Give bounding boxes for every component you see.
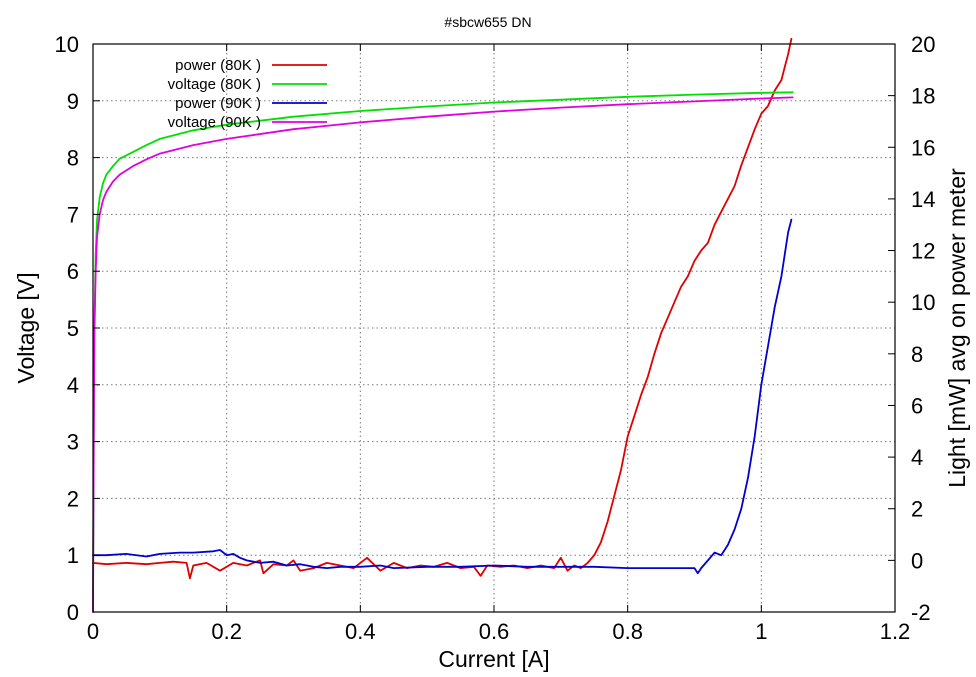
- legend-label: power (80K ): [175, 57, 261, 74]
- legend-label: voltage (80K ): [168, 76, 261, 93]
- y2-tick-label: 10: [911, 290, 935, 315]
- x-tick-label: 1.2: [880, 619, 911, 644]
- y-tick-label: 5: [67, 316, 79, 341]
- y2-tick-label: 8: [911, 342, 923, 367]
- y-tick-label: 9: [67, 89, 79, 114]
- series-line-3: [92, 96, 794, 613]
- x-tick-label: 0.4: [345, 619, 376, 644]
- legend-label: power (90K ): [175, 95, 261, 112]
- y-tick-label: 8: [67, 146, 79, 171]
- y2-tick-label: 16: [911, 135, 935, 160]
- y2-tick-label: 6: [911, 393, 923, 418]
- y-tick-label: 4: [67, 373, 79, 398]
- x-tick-label: 0.8: [612, 619, 643, 644]
- y-tick-label: 10: [55, 32, 79, 57]
- y2-tick-label: 2: [911, 497, 923, 522]
- x-axis-label: Current [A]: [438, 646, 549, 672]
- y2-tick-label: -2: [911, 600, 931, 625]
- ticks: 0 0.2 0.4 0.6 0.8 1 1.2012345678910-2024681012…: [55, 32, 936, 644]
- y-tick-label: 2: [67, 486, 79, 511]
- legend-label: voltage (90K ): [168, 114, 261, 131]
- y2-tick-label: 4: [911, 445, 923, 470]
- y2-tick-label: 0: [911, 548, 923, 573]
- y2-tick-label: 18: [911, 84, 935, 109]
- grid: [93, 44, 895, 612]
- y2-tick-label: 14: [911, 187, 935, 212]
- x-tick-label: 1: [755, 619, 767, 644]
- y-tick-label: 7: [67, 202, 79, 227]
- series-line-1: [92, 91, 794, 613]
- x-tick-label: 0.2: [211, 619, 242, 644]
- series-line-2: [92, 218, 793, 575]
- x-tick-label: 0: [87, 619, 99, 644]
- chart-title: #sbcw655 DN: [444, 14, 531, 30]
- series-layer: [92, 37, 794, 613]
- y-tick-label: 3: [67, 430, 79, 455]
- y2-tick-label: 20: [911, 32, 935, 57]
- y2-axis-label: Light [mW] avg on power meter: [944, 168, 970, 488]
- legend: power (80K ) voltage (80K ) power (90K ) vo…: [168, 57, 327, 131]
- y-tick-label: 6: [67, 259, 79, 284]
- y-axis-label: Voltage [V]: [13, 272, 39, 383]
- y2-tick-label: 12: [911, 239, 935, 264]
- y-tick-label: 0: [67, 600, 79, 625]
- y-tick-label: 1: [67, 543, 79, 568]
- x-tick-label: 0.6: [479, 619, 510, 644]
